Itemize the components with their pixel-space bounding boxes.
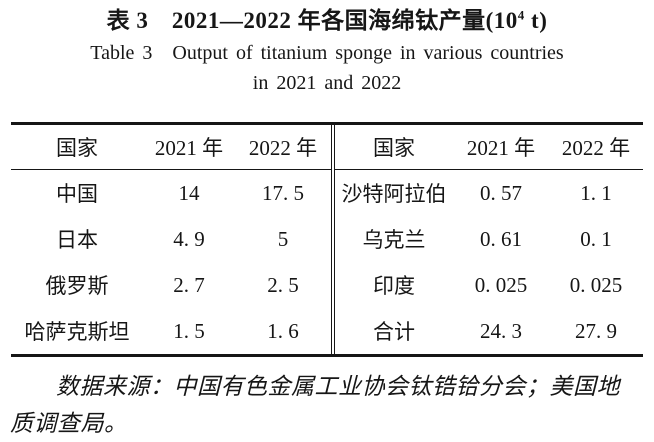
caption-zh-superscript: 4 xyxy=(517,7,525,23)
table-middle-divider xyxy=(331,125,335,354)
data-source-note: 数据来源：中国有色金属工业协会钛锆铪分会；美国地 质调查局。 xyxy=(10,368,642,442)
cell-2021: 4. 9 xyxy=(173,226,205,251)
cell-2021: 0. 57 xyxy=(480,180,522,205)
table-caption-zh: 表 3 2021—2022 年各国海绵钛产量(104 t) xyxy=(0,0,654,35)
data-source-line2: 质调查局。 xyxy=(10,411,128,436)
cell-2022: 1. 1 xyxy=(580,180,612,205)
table-left-half: 国家 2021 年 2022 年 中国 14 17. 5 日本 4. 9 5 俄… xyxy=(11,125,331,354)
cell-country: 哈萨克斯坦 xyxy=(24,320,130,344)
caption-zh-text: 表 3 2021—2022 年各国海绵钛产量(10 xyxy=(106,8,518,33)
table-caption-en-line1: Table 3 Output of titanium sponge in var… xyxy=(90,42,564,64)
table-right-half: 国家 2021 年 2022 年 沙特阿拉伯 0. 57 1. 1 乌克兰 0.… xyxy=(335,125,643,354)
cell-2022: 5 xyxy=(277,226,289,251)
data-source-line1: 数据来源：中国有色金属工业协会钛锆铪分会；美国地 xyxy=(56,374,620,399)
header-country: 国家 xyxy=(373,136,415,160)
cell-country: 合计 xyxy=(373,320,415,344)
cell-2021: 24. 3 xyxy=(480,318,522,343)
table-header-row: 国家 2021 年 2022 年 xyxy=(11,125,331,170)
cell-country: 日本 xyxy=(56,228,98,252)
cell-country: 印度 xyxy=(373,274,415,298)
cell-2022: 0. 1 xyxy=(580,226,612,251)
table-caption-en-line2: in 2021 and 2022 xyxy=(252,72,402,94)
header-2022: 2022 年 xyxy=(248,136,318,160)
cell-2021: 2. 7 xyxy=(173,272,205,297)
table-total-row: 合计 24. 3 27. 9 xyxy=(335,308,643,354)
cell-country: 俄罗斯 xyxy=(45,274,109,298)
cell-2021: 1. 5 xyxy=(173,318,205,343)
cell-2022: 17. 5 xyxy=(262,180,304,205)
table-row: 哈萨克斯坦 1. 5 1. 6 xyxy=(11,308,331,354)
table-row: 中国 14 17. 5 xyxy=(11,170,331,216)
header-2021: 2021 年 xyxy=(466,136,536,160)
cell-2021: 14 xyxy=(178,180,200,205)
cell-2021: 0. 61 xyxy=(480,226,522,251)
cell-country: 乌克兰 xyxy=(362,228,426,252)
cell-2021: 0. 025 xyxy=(474,272,528,297)
cell-country: 中国 xyxy=(56,182,98,206)
table-row: 乌克兰 0. 61 0. 1 xyxy=(335,216,643,262)
table-row: 俄罗斯 2. 7 2. 5 xyxy=(11,262,331,308)
cell-country: 沙特阿拉伯 xyxy=(341,182,447,206)
table-header-row: 国家 2021 年 2022 年 xyxy=(335,125,643,170)
header-2022: 2022 年 xyxy=(561,136,631,160)
table-row: 沙特阿拉伯 0. 57 1. 1 xyxy=(335,170,643,216)
header-2021: 2021 年 xyxy=(154,136,224,160)
data-table: 国家 2021 年 2022 年 中国 14 17. 5 日本 4. 9 5 俄… xyxy=(11,122,643,357)
caption-zh-unit: t) xyxy=(524,8,548,33)
table-row: 印度 0. 025 0. 025 xyxy=(335,262,643,308)
cell-2022: 2. 5 xyxy=(267,272,299,297)
cell-2022: 0. 025 xyxy=(569,272,623,297)
cell-2022: 1. 6 xyxy=(267,318,299,343)
header-country: 国家 xyxy=(56,136,98,160)
table-row: 日本 4. 9 5 xyxy=(11,216,331,262)
cell-2022: 27. 9 xyxy=(575,318,617,343)
